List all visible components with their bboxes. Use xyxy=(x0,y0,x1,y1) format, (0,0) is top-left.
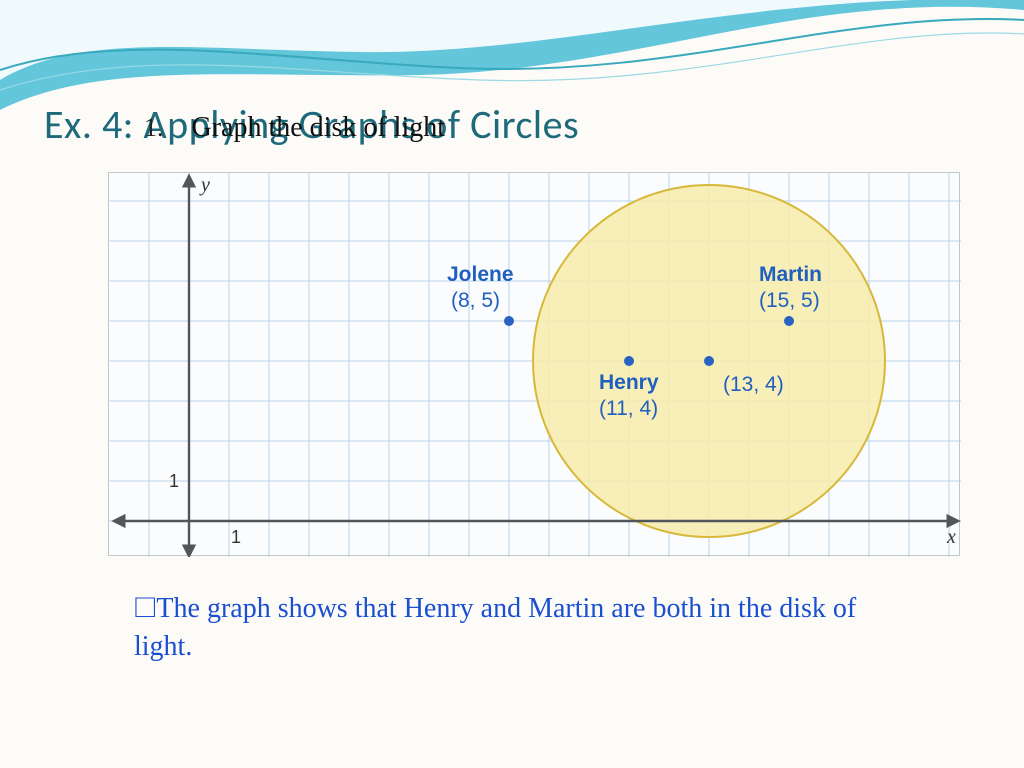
caption-text: The graph shows that Henry and Martin ar… xyxy=(134,593,856,662)
subtitle-text: Graph the disk of light xyxy=(192,112,446,143)
caption-bullet: 🞎 xyxy=(134,593,156,624)
graph-svg: 1 1 x y Jolene (8, 5) Martin (15, 5) Henry (11, 4… xyxy=(109,173,961,557)
svg-text:1: 1 xyxy=(169,471,179,491)
svg-text:Jolene: Jolene xyxy=(447,263,514,286)
svg-text:y: y xyxy=(199,174,210,196)
svg-text:(15, 5): (15, 5) xyxy=(759,289,820,312)
graph-container: 1 1 x y Jolene (8, 5) Martin (15, 5) Henry (11, 4… xyxy=(108,172,960,556)
svg-text:x: x xyxy=(946,526,956,548)
subtitle-number: 1. xyxy=(144,113,164,142)
svg-text:Henry: Henry xyxy=(599,371,659,394)
svg-text:(11, 4): (11, 4) xyxy=(599,397,658,420)
svg-text:Martin: Martin xyxy=(759,263,822,286)
svg-text:(13, 4): (13, 4) xyxy=(723,373,784,396)
svg-text:1: 1 xyxy=(231,527,241,547)
svg-text:(8, 5): (8, 5) xyxy=(451,289,500,312)
subtitle-row: 1. Graph the disk of light xyxy=(144,112,445,144)
caption: 🞎The graph shows that Henry and Martin a… xyxy=(134,590,920,666)
